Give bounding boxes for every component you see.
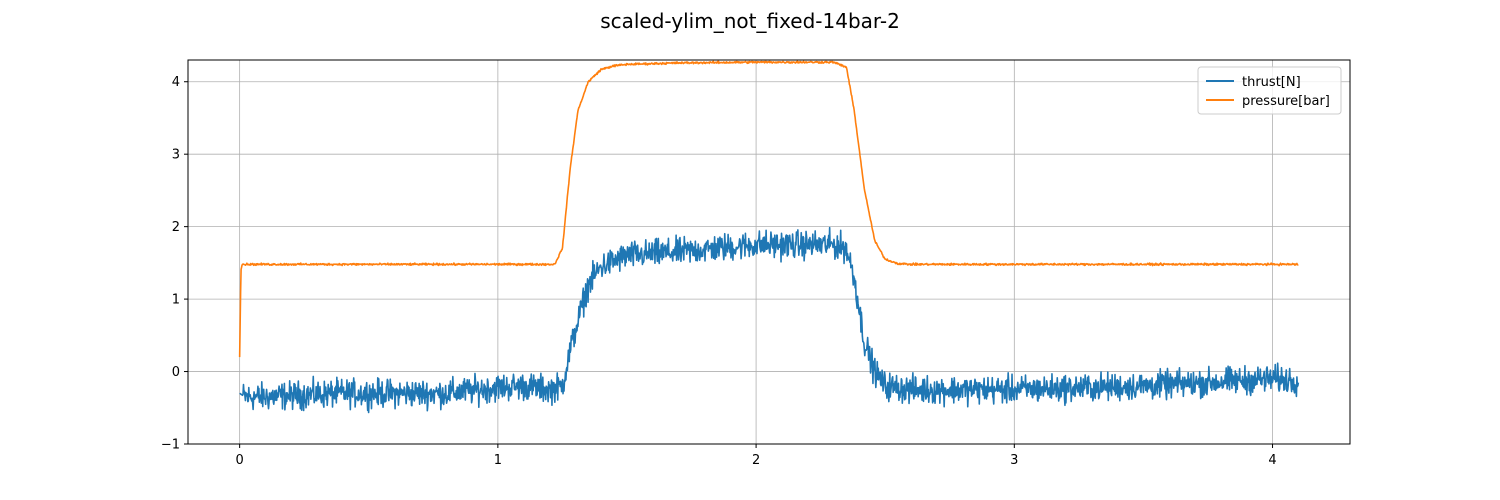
series-line-pressure-bar- — [238, 60, 1299, 358]
x-tick-label: 4 — [1268, 453, 1276, 468]
legend: thrust[N] pressure[bar] — [1197, 66, 1342, 115]
chart-title: scaled-ylim_not_fixed-14bar-2 — [600, 9, 900, 33]
x-tick-label: 3 — [1010, 453, 1018, 468]
legend-box — [1197, 66, 1342, 115]
series-layer — [238, 60, 1300, 414]
series-line-thrust-n- — [239, 226, 1300, 414]
y-tick-label: 2 — [172, 220, 180, 235]
y-tick-label: 1 — [172, 293, 180, 308]
y-tick-label: 0 — [172, 365, 180, 380]
y-tick-label: 3 — [172, 148, 180, 163]
gridlines — [188, 60, 1350, 445]
x-tick-label: 1 — [494, 453, 502, 468]
axis-ticks: 0 1 2 3 4 −1 0 1 2 3 4 — [161, 75, 1277, 468]
legend-label-pressure: pressure[bar] — [1242, 94, 1330, 109]
x-tick-label: 2 — [752, 453, 760, 468]
legend-label-thrust: thrust[N] — [1242, 75, 1301, 90]
plot-frame — [187, 59, 1351, 445]
y-tick-label: −1 — [161, 438, 180, 453]
y-tick-label: 4 — [172, 75, 180, 90]
x-tick-label: 0 — [236, 453, 244, 468]
